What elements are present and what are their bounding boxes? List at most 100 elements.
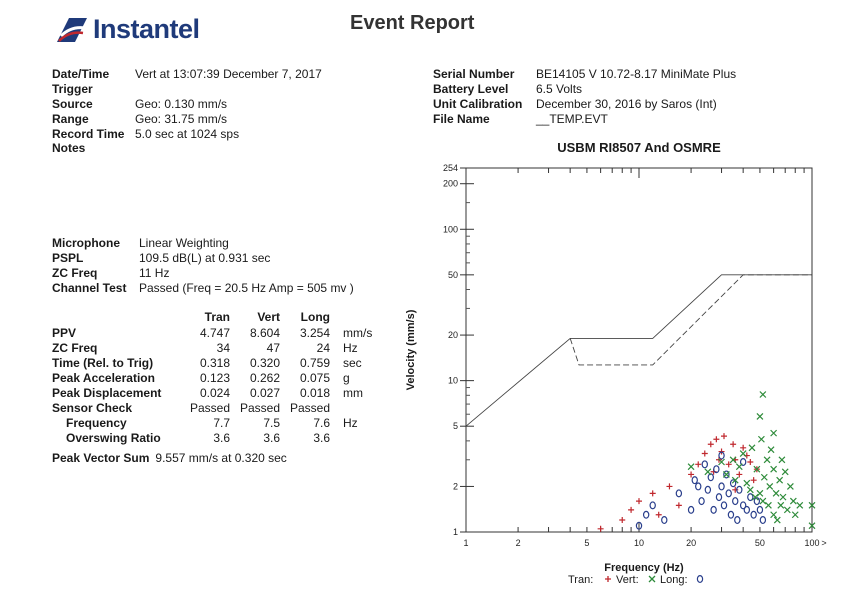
- long-point: [704, 468, 712, 476]
- x-tick-label: >: [821, 538, 826, 548]
- row-label: Peak Acceleration: [52, 371, 155, 385]
- velocity-frequency-chart: USBM RI8507 And OSMRE 1 2 5 10 20 50 100 200 254 1…: [405, 140, 827, 586]
- vert-point: [707, 473, 714, 482]
- info-row: Record Time 5.0 sec at 1024 sps: [52, 127, 240, 141]
- table-row: Peak Acceleration 0.123 0.262 0.075 g: [52, 371, 392, 386]
- long-point: [773, 516, 781, 524]
- cell-value: 0.024: [199, 386, 230, 400]
- tran-point: [707, 441, 714, 448]
- long-point: [687, 463, 695, 471]
- long-point: [777, 501, 785, 509]
- tran-point: [619, 517, 626, 524]
- long-point: [786, 483, 794, 490]
- tran-point: [688, 471, 695, 478]
- tran-point: [730, 441, 737, 448]
- long-point: [765, 501, 772, 509]
- long-point: [770, 465, 778, 473]
- vert-point: [649, 501, 656, 510]
- mic-row: Channel Test Passed (Freq = 20.5 Hz Amp =…: [52, 281, 354, 295]
- y-tick-label: 20: [448, 330, 458, 340]
- vert-point: [642, 510, 650, 519]
- row-unit: mm/s: [343, 326, 373, 340]
- vert-point: [736, 485, 743, 494]
- legend-long-label: Long:: [660, 574, 688, 586]
- tran-point: [740, 444, 747, 451]
- report-title: Event Report: [350, 12, 475, 34]
- tran-point: [649, 490, 656, 497]
- vert-point: [695, 482, 702, 491]
- x-tick-label: 20: [686, 538, 696, 548]
- row-label: ZC Freq: [52, 341, 98, 355]
- vert-point: [661, 516, 668, 525]
- long-point: [759, 497, 767, 505]
- row-unit: g: [343, 371, 350, 385]
- table-row: ZC Freq 34 47 24 Hz: [52, 341, 392, 356]
- legend-vert-marker: [648, 575, 656, 583]
- vert-point: [739, 501, 747, 510]
- cell-value: 3.6: [313, 431, 330, 445]
- long-point: [791, 511, 799, 519]
- table-row: Time (Rel. to Trig) 0.318 0.320 0.759 sec: [52, 356, 392, 371]
- y-tick-label: 254: [443, 163, 458, 173]
- row-label: Time (Rel. to Trig): [52, 356, 154, 370]
- cell-value: 47: [266, 341, 280, 355]
- info-row: Date/Time Vert at 13:07:39 December 7, 20…: [52, 67, 322, 81]
- vert-point: [729, 479, 737, 488]
- vert-point: [718, 482, 725, 491]
- x-tick-label: 2: [516, 538, 521, 548]
- tran-point: [597, 525, 604, 532]
- row-unit: mm: [343, 386, 363, 400]
- vert-point: [725, 489, 732, 498]
- row-label: Peak Displacement: [52, 386, 162, 400]
- info-row: Battery Level 6.5 Volts: [433, 82, 583, 96]
- vert-point: [723, 470, 730, 479]
- legend-vert-label: Vert:: [616, 574, 639, 586]
- x-tick-label: 5: [584, 538, 589, 548]
- cell-value: 0.318: [199, 356, 230, 370]
- cell-value: 0.759: [299, 356, 330, 370]
- tran-point: [695, 461, 702, 468]
- long-point: [770, 511, 778, 519]
- y-tick-label: 5: [453, 421, 458, 431]
- row-label: PPV: [52, 326, 77, 340]
- row-label: Frequency: [66, 416, 127, 430]
- vert-point: [715, 493, 723, 502]
- chart-title: USBM RI8507 And OSMRE: [557, 140, 721, 155]
- table-header: Tran Vert Long: [204, 310, 330, 324]
- long-point: [772, 489, 780, 497]
- brand-name: Instantel: [93, 14, 200, 44]
- instantel-logo-icon: [57, 17, 87, 42]
- tran-point: [721, 433, 728, 440]
- tran-point: [736, 471, 743, 478]
- cell-value: 0.123: [199, 371, 230, 385]
- long-point: [770, 429, 778, 437]
- long-point: [751, 493, 759, 501]
- cell-value: 0.262: [249, 371, 280, 385]
- x-tick-label: 100: [804, 538, 819, 548]
- vert-point: [720, 501, 728, 510]
- vert-point: [635, 521, 643, 530]
- vert-point: [750, 510, 757, 519]
- plot-frame: [465, 167, 813, 533]
- tran-point: [636, 498, 642, 505]
- legend-tran-marker: [605, 576, 611, 582]
- long-point: [760, 473, 768, 481]
- table-row: Sensor Check Passed Passed Passed: [52, 401, 392, 416]
- long-point: [739, 450, 747, 457]
- long-point: [778, 456, 786, 464]
- long-point: [783, 506, 791, 514]
- usbm-limit-line: [465, 274, 812, 427]
- vert-point: [753, 497, 761, 506]
- row-unit: Hz: [343, 416, 358, 430]
- vert-point: [739, 458, 747, 467]
- info-row: Range Geo: 31.75 mm/s: [52, 112, 228, 126]
- long-point: [759, 391, 767, 398]
- mic-row: Microphone Linear Weighting: [52, 236, 229, 250]
- table-row: Overswing Ratio 3.6 3.6 3.6: [52, 431, 392, 446]
- cell-value: 0.320: [249, 356, 280, 370]
- vert-point: [691, 476, 698, 485]
- vert-point: [687, 505, 695, 514]
- y-tick-label: 50: [448, 270, 458, 280]
- cell-value: 24: [316, 341, 330, 355]
- vert-point: [698, 497, 705, 506]
